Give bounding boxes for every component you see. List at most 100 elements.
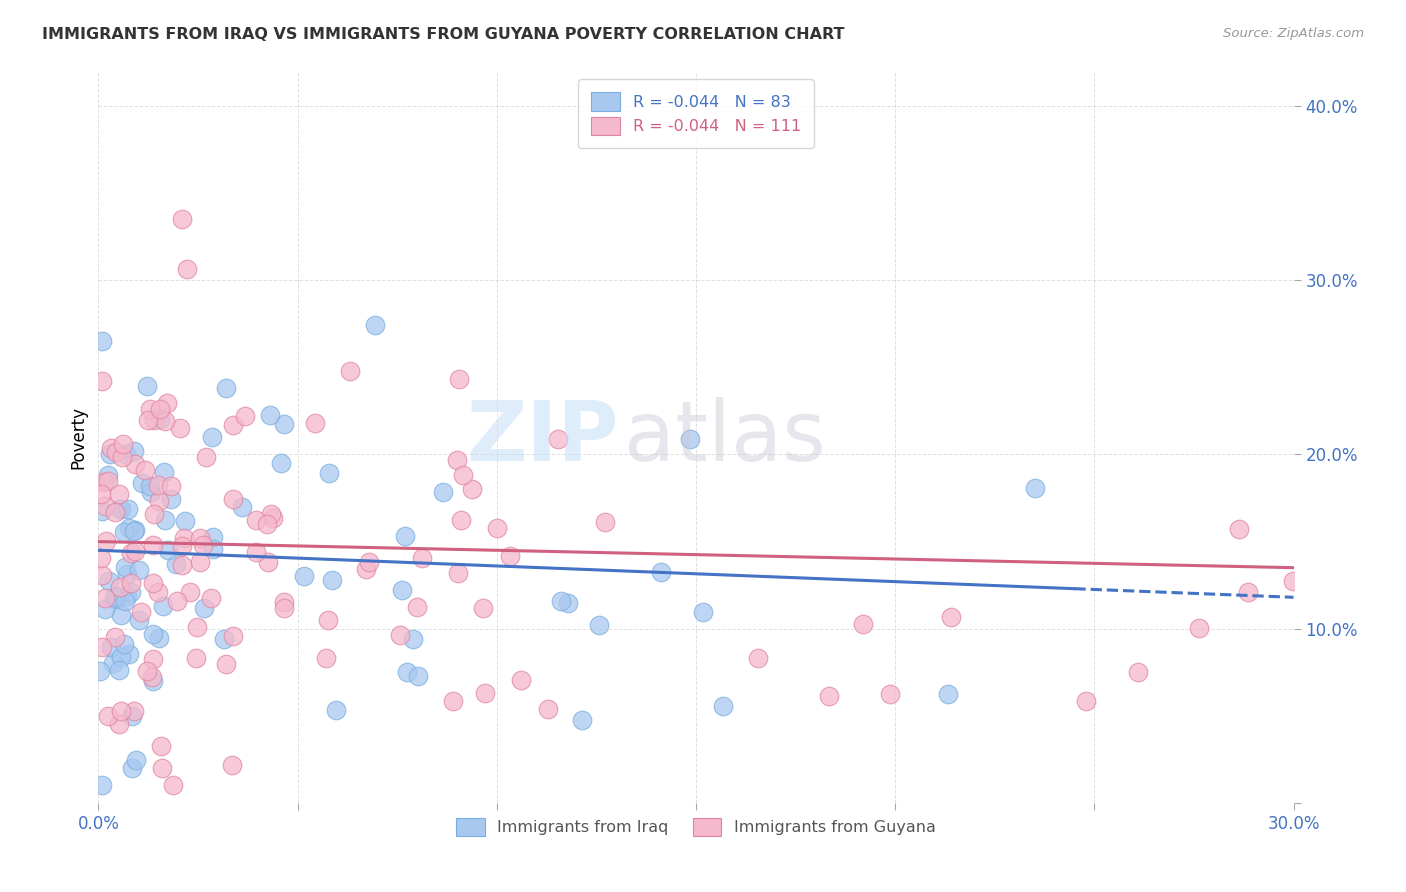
Point bbox=[936, 687, 959, 701]
Point bbox=[148, 631, 170, 645]
Point bbox=[201, 429, 224, 443]
Point bbox=[94, 533, 117, 548]
Point bbox=[172, 539, 194, 553]
Point bbox=[550, 594, 572, 608]
Point bbox=[537, 701, 560, 715]
Point bbox=[122, 705, 145, 719]
Point bbox=[1227, 522, 1250, 536]
Point bbox=[215, 657, 238, 671]
Point bbox=[214, 632, 236, 646]
Point bbox=[148, 494, 170, 508]
Point bbox=[104, 631, 127, 645]
Point bbox=[153, 414, 176, 428]
Point bbox=[179, 584, 201, 599]
Point bbox=[170, 212, 193, 227]
Point bbox=[292, 568, 315, 582]
Point bbox=[110, 608, 132, 623]
Point bbox=[136, 413, 159, 427]
Point bbox=[142, 576, 165, 591]
Point bbox=[165, 557, 187, 571]
Point bbox=[222, 418, 245, 433]
Point bbox=[150, 761, 173, 775]
Point bbox=[160, 479, 183, 493]
Point bbox=[1282, 574, 1305, 588]
Point bbox=[174, 514, 197, 528]
Point bbox=[202, 530, 225, 544]
Point bbox=[117, 502, 139, 516]
Point bbox=[547, 433, 569, 447]
Point bbox=[162, 778, 184, 792]
Point bbox=[817, 689, 839, 703]
Point bbox=[146, 478, 169, 492]
Point bbox=[453, 468, 475, 483]
Point bbox=[93, 591, 115, 605]
Point bbox=[152, 599, 174, 614]
Point bbox=[711, 699, 734, 714]
Point bbox=[124, 523, 146, 537]
Point bbox=[97, 468, 120, 483]
Point bbox=[122, 444, 145, 458]
Point bbox=[461, 482, 484, 496]
Point bbox=[446, 453, 468, 467]
Point bbox=[93, 475, 115, 489]
Point bbox=[153, 513, 176, 527]
Point bbox=[90, 487, 112, 501]
Point bbox=[595, 515, 617, 529]
Point bbox=[91, 334, 114, 349]
Point bbox=[262, 511, 284, 525]
Point bbox=[141, 651, 163, 665]
Point bbox=[138, 479, 160, 493]
Point bbox=[259, 408, 281, 422]
Point bbox=[273, 601, 295, 615]
Point bbox=[571, 713, 593, 727]
Point bbox=[110, 650, 132, 665]
Point bbox=[108, 663, 131, 677]
Point bbox=[131, 475, 153, 490]
Point bbox=[110, 705, 132, 719]
Point bbox=[499, 549, 522, 563]
Legend: Immigrants from Iraq, Immigrants from Guyana: Immigrants from Iraq, Immigrants from Gu… bbox=[450, 811, 942, 842]
Point bbox=[120, 576, 142, 591]
Point bbox=[134, 463, 156, 477]
Point bbox=[359, 555, 381, 569]
Point bbox=[112, 637, 135, 651]
Point bbox=[94, 499, 117, 513]
Point bbox=[321, 573, 343, 587]
Point bbox=[406, 600, 429, 615]
Text: Source: ZipAtlas.com: Source: ZipAtlas.com bbox=[1223, 27, 1364, 40]
Point bbox=[117, 647, 139, 661]
Point bbox=[245, 513, 267, 527]
Point bbox=[270, 456, 292, 470]
Point bbox=[193, 538, 215, 552]
Point bbox=[474, 686, 496, 700]
Point bbox=[1074, 694, 1097, 708]
Point bbox=[139, 402, 162, 417]
Point bbox=[273, 417, 295, 432]
Point bbox=[304, 416, 326, 430]
Point bbox=[557, 596, 579, 610]
Point bbox=[190, 555, 212, 569]
Y-axis label: Poverty: Poverty bbox=[69, 406, 87, 468]
Point bbox=[193, 600, 215, 615]
Point bbox=[142, 507, 165, 521]
Point bbox=[159, 491, 181, 506]
Point bbox=[257, 555, 280, 569]
Point bbox=[135, 379, 157, 393]
Point bbox=[406, 668, 429, 682]
Point bbox=[91, 640, 114, 655]
Point bbox=[447, 372, 470, 386]
Point bbox=[389, 628, 412, 642]
Point bbox=[149, 412, 172, 426]
Point bbox=[188, 531, 211, 545]
Point bbox=[98, 447, 121, 461]
Point bbox=[142, 627, 165, 641]
Point bbox=[114, 560, 136, 574]
Point bbox=[852, 617, 875, 632]
Text: ZIP: ZIP bbox=[465, 397, 619, 477]
Point bbox=[128, 563, 150, 577]
Point bbox=[273, 595, 295, 609]
Point bbox=[747, 651, 769, 665]
Point bbox=[90, 374, 112, 388]
Point bbox=[142, 673, 165, 688]
Point bbox=[679, 432, 702, 446]
